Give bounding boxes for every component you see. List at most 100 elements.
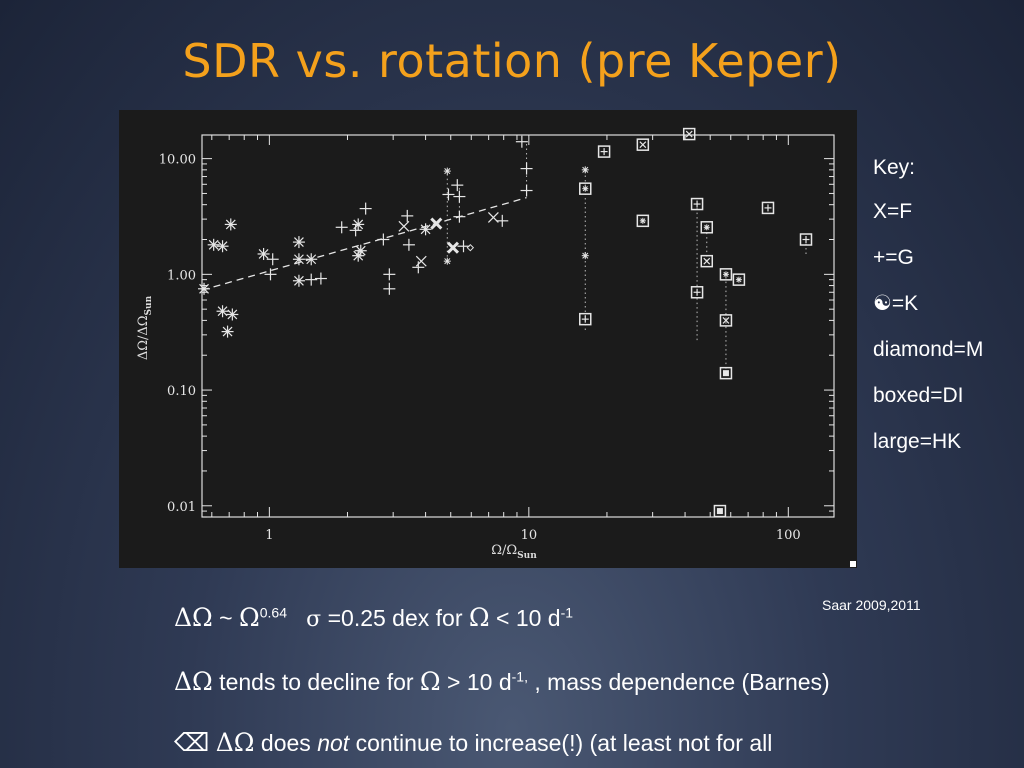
data-point-star	[305, 253, 318, 266]
data-point-star	[354, 244, 367, 257]
delta-omega-symbol: ΔΩ	[215, 728, 255, 757]
key-item-f: X=F	[873, 200, 913, 223]
exponent: -1	[560, 604, 574, 621]
data-point-boxedG	[690, 286, 704, 299]
bullet-1-text-2: < 10 d	[489, 605, 561, 631]
data-point-star	[224, 218, 237, 231]
key-item-di: boxed=DI	[873, 384, 964, 407]
data-point-plus	[359, 202, 372, 215]
exponent: -1,	[511, 668, 528, 685]
data-point-plus	[314, 272, 327, 285]
data-point-plus	[402, 238, 415, 251]
x-axis-label: Ω/ΩSun	[491, 543, 537, 561]
sdr-rotation-plot: 1 10 100 10.00 1.00 0.10 0.01 Ω/ΩSun ΔΩ/ΔΩSun	[119, 110, 857, 568]
scatter-chart-svg: 1 10 100 10.00 1.00 0.10 0.01 Ω/ΩSun ΔΩ/ΔΩSun	[136, 127, 835, 561]
delete-icon: ⌫	[174, 728, 210, 757]
bullet-2-text-3: , mass dependence (Barnes)	[527, 669, 830, 695]
data-point-star	[207, 238, 220, 251]
data-point-boxedX	[636, 138, 650, 151]
data-point-plus	[383, 268, 396, 281]
data-point-plus	[305, 273, 318, 286]
data-point-plus	[335, 221, 348, 234]
data-point-star	[216, 305, 229, 318]
key-title: Key:	[873, 156, 916, 179]
data-point-plus	[401, 209, 414, 222]
bullet-2-text-2: > 10 d	[440, 669, 512, 695]
y-tick-label: 0.10	[167, 384, 196, 399]
emphasis-not: not	[317, 730, 350, 756]
x-tick-label: 10	[521, 528, 538, 543]
data-point-plus	[457, 240, 470, 253]
bullet-2-text: tends to decline for	[212, 669, 420, 695]
power-law-fit-line	[201, 197, 527, 291]
key-item-g: +=G	[873, 246, 914, 269]
key-item-k: ☯=K	[873, 292, 919, 315]
data-point-boxedG	[799, 233, 813, 246]
exponent: 0.64	[259, 604, 287, 621]
x-tick-label: 1	[265, 528, 273, 543]
x-tick-label: 100	[776, 528, 801, 543]
data-point-bigx	[430, 217, 443, 230]
data-point-boxedK	[719, 268, 733, 281]
data-point-plus	[412, 261, 425, 274]
data-point-boxedX	[700, 254, 714, 268]
key-item-hk: large=HK	[873, 430, 962, 453]
data-point-plus	[453, 190, 466, 203]
omega-symbol: Ω	[468, 603, 490, 632]
data-point-boxedK	[732, 273, 746, 286]
data-point-smallstar	[581, 252, 589, 260]
data-point-boxedG	[597, 145, 611, 158]
data-point-plus	[264, 268, 277, 281]
data-point-boxedG	[579, 312, 592, 326]
data-point-plus	[520, 184, 533, 197]
data-point-star	[198, 282, 211, 295]
data-point-plus	[453, 210, 466, 223]
delta-omega-symbol: ΔΩ	[174, 603, 213, 632]
legend-key: Key: X=F +=G ☯=K diamond=M boxed=DI larg…	[873, 145, 983, 465]
corner-mark	[850, 561, 856, 567]
data-point-star	[257, 247, 270, 260]
data-point-plus	[377, 233, 390, 246]
y-tick-label: 1.00	[167, 268, 196, 283]
data-point-star	[216, 240, 229, 253]
data-point-boxedG	[690, 197, 704, 211]
data-point-plus	[520, 162, 533, 175]
data-point-smallstar	[443, 167, 451, 175]
y-axis-label: ΔΩ/ΔΩSun	[136, 295, 154, 360]
data-point-boxedK	[700, 221, 714, 234]
data-point-diamond	[466, 243, 475, 252]
data-point-plus	[515, 135, 528, 148]
data-point-boxedSolid	[719, 366, 733, 380]
delta-omega-symbol: ΔΩ	[174, 667, 213, 696]
key-item-m: diamond=M	[873, 338, 984, 361]
data-point-plus	[266, 253, 279, 266]
data-point-bigx	[446, 241, 460, 254]
data-point-x	[398, 220, 410, 232]
y-tick-label: 10.00	[159, 153, 196, 168]
data-point-smallstar	[443, 257, 451, 265]
data-point-star	[352, 218, 365, 231]
citation: Saar 2009,2011	[822, 597, 921, 613]
slide-title: SDR vs. rotation (pre Keper)	[182, 34, 842, 88]
data-point-star	[419, 223, 432, 236]
bullet-1-text: =0.25 dex for	[321, 605, 469, 631]
bullet-3: ⌫ ΔΩ does not continue to increase(!) (a…	[174, 728, 772, 757]
omega-symbol: Ω	[419, 667, 441, 696]
data-point-plus	[451, 179, 464, 192]
data-point-star	[292, 274, 305, 287]
data-point-star	[352, 249, 365, 262]
bullet-3-text-2: continue to increase(!) (at least not fo…	[349, 730, 773, 756]
data-point-boxedX	[719, 314, 733, 327]
data-point-boxedSolid	[713, 504, 727, 518]
data-point-star	[292, 253, 305, 266]
bullet-2: ΔΩ tends to decline for Ω > 10 d-1, , ma…	[174, 667, 830, 696]
tilde-text: ~	[212, 605, 240, 631]
data-point-star	[226, 308, 239, 321]
data-point-plus	[442, 188, 455, 201]
data-point-star	[221, 325, 234, 338]
y-tick-label: 0.01	[167, 500, 196, 515]
bullet-3-text: does	[254, 730, 318, 756]
omega-symbol: Ω	[239, 603, 260, 632]
data-point-boxedK	[579, 182, 592, 195]
plot-frame	[201, 134, 835, 518]
